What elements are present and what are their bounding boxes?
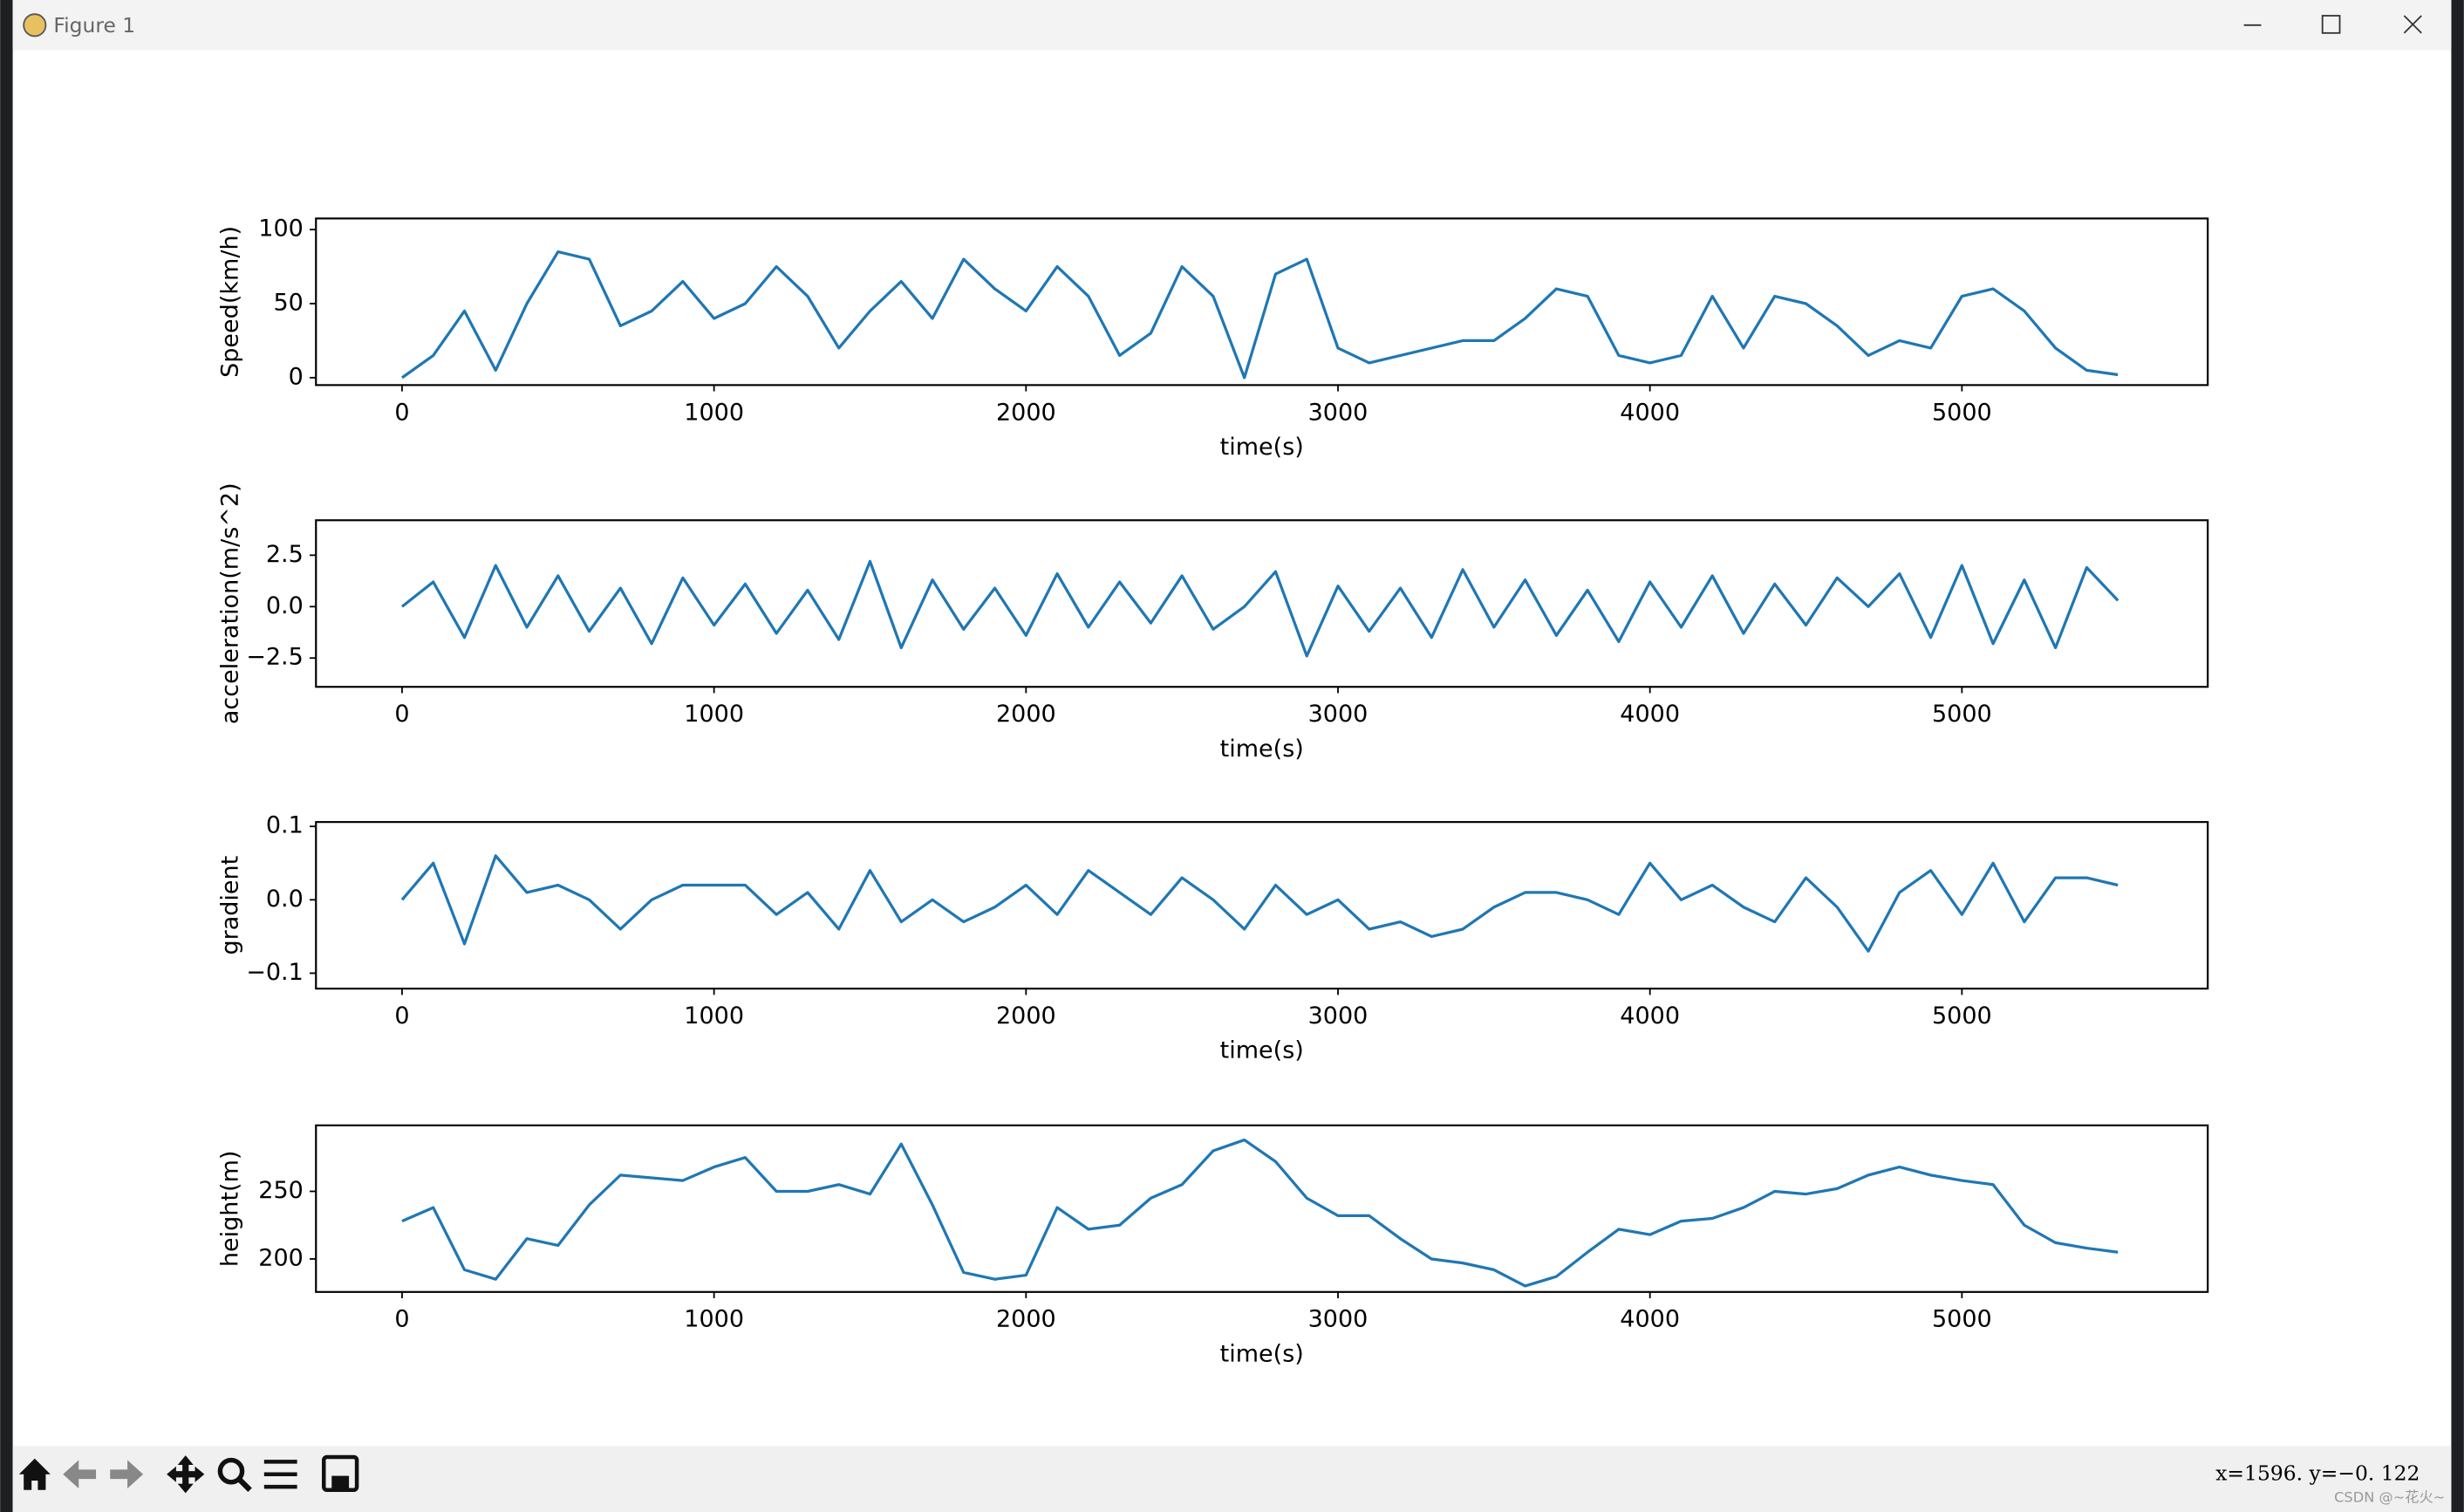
x-tick-label: 1000 (684, 399, 744, 426)
y-tick-label: 0.0 (266, 592, 304, 619)
y-axis-label: height(m) (216, 1151, 243, 1268)
x-tick-label: 1000 (684, 1002, 744, 1030)
axes-frame (315, 1124, 2209, 1293)
y-tick-label: 0 (289, 363, 304, 390)
y-tick-label: −2.5 (246, 644, 304, 671)
x-tick-label: 5000 (1932, 1002, 1992, 1030)
x-tick-label: 4000 (1620, 399, 1680, 426)
x-tick-label: 3000 (1308, 701, 1369, 728)
x-tick-label: 0 (394, 1306, 409, 1333)
y-tick-label: 250 (258, 1177, 304, 1204)
y-axis-label: Speed(km/h) (216, 226, 243, 378)
y-axis-label: gradient (216, 856, 243, 955)
plot-area (400, 854, 2119, 953)
y-tick-label: 0.0 (266, 886, 304, 913)
save-button[interactable] (322, 1454, 359, 1493)
x-tick-label: 3000 (1308, 1306, 1369, 1333)
y-axis-label: acceleration(m/s^2) (216, 482, 243, 724)
plot-area (401, 250, 2119, 380)
plot-area (401, 1138, 2119, 1288)
close-button[interactable] (2403, 15, 2422, 34)
title-bar (12, 0, 2452, 51)
back-button[interactable] (63, 1460, 97, 1488)
data-line (401, 1138, 2119, 1288)
window-title: Figure 1 (53, 13, 135, 38)
y-tick-label: 2.5 (266, 541, 304, 568)
x-tick-label: 4000 (1620, 1002, 1680, 1030)
axes-frame (315, 217, 2209, 387)
x-tick-label: 0 (394, 1002, 409, 1030)
data-line (400, 559, 2119, 658)
x-tick-label: 1000 (684, 701, 744, 728)
x-tick-label: 0 (394, 701, 409, 728)
y-tick-label: 0.1 (266, 812, 304, 839)
x-axis-label: time(s) (1220, 1037, 1304, 1064)
y-tick-label: −0.1 (246, 959, 304, 986)
x-axis-label: time(s) (1220, 1340, 1304, 1367)
x-tick-label: 4000 (1620, 701, 1680, 728)
axes-frame (315, 821, 2209, 990)
x-tick-label: 5000 (1932, 1306, 1992, 1333)
x-tick-label: 2000 (996, 1306, 1056, 1333)
pan-button[interactable] (167, 1455, 205, 1494)
y-tick-label: 200 (258, 1244, 304, 1271)
x-tick-label: 0 (394, 399, 409, 426)
plot-area (400, 559, 2119, 658)
watermark: CSDN @~花火~ (2334, 1488, 2445, 1505)
status-text: x=1596. y=−0. 122 (2215, 1461, 2420, 1485)
x-tick-label: 5000 (1932, 399, 1992, 426)
desktop-strip (2451, 0, 2464, 1512)
x-tick-label: 5000 (1932, 701, 1992, 728)
x-tick-label: 3000 (1308, 399, 1369, 426)
y-tick-label: 100 (258, 216, 304, 243)
home-button[interactable] (18, 1458, 51, 1490)
forward-button[interactable] (110, 1460, 144, 1488)
app-icon (23, 13, 47, 38)
y-tick-label: 50 (273, 290, 303, 317)
data-line (400, 854, 2119, 953)
x-tick-label: 3000 (1308, 1002, 1369, 1030)
x-axis-label: time(s) (1220, 434, 1304, 461)
desktop-strip (0, 0, 13, 1512)
x-tick-label: 2000 (996, 701, 1056, 728)
toolbar (12, 1446, 2452, 1512)
x-tick-label: 2000 (996, 1002, 1056, 1030)
configure-button[interactable] (263, 1460, 297, 1489)
axes-frame (315, 519, 2209, 688)
x-tick-label: 4000 (1620, 1306, 1680, 1333)
zoom-button[interactable] (217, 1457, 245, 1485)
x-axis-label: time(s) (1220, 735, 1304, 763)
data-line (401, 250, 2119, 380)
maximize-button[interactable] (2321, 15, 2341, 34)
x-tick-label: 2000 (996, 399, 1056, 426)
x-tick-label: 1000 (684, 1306, 744, 1333)
